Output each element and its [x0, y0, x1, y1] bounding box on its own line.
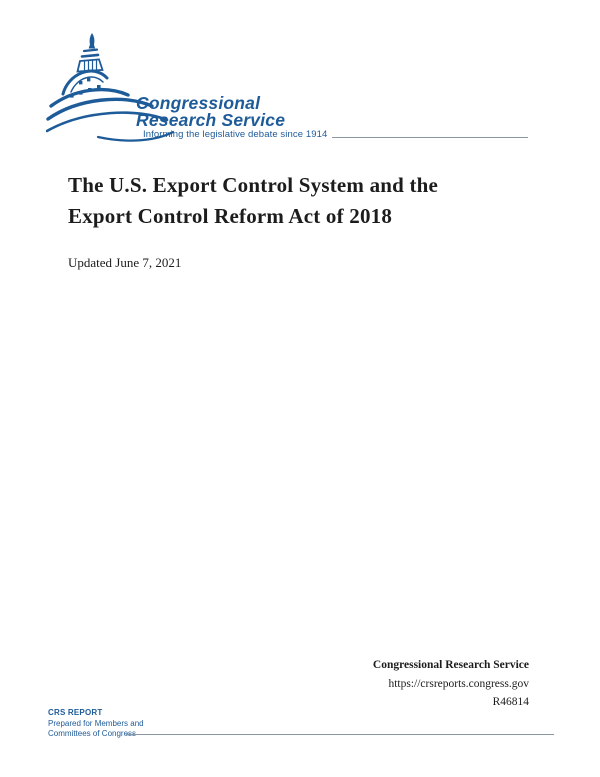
- footer-right-block: Congressional Research Service https://c…: [373, 656, 529, 712]
- crs-reports-url-link[interactable]: https://crsreports.congress.gov: [388, 677, 529, 690]
- footer-rule: [126, 734, 554, 735]
- footer-org-name: Congressional Research Service: [372, 659, 529, 671]
- updated-date: Updated June 7, 2021: [68, 255, 182, 270]
- report-title-line2: Export Control Reform Act of 2018: [68, 204, 393, 228]
- tagline-rule: [332, 137, 529, 138]
- prepared-for-line2: Committees of Congress: [48, 729, 137, 738]
- crs-report-label: CRS REPORT: [48, 708, 103, 717]
- prepared-for-line1: Prepared for Members and: [48, 718, 144, 728]
- logo-wordmark: Congressional Research Service: [136, 93, 286, 130]
- logo-tagline: Informing the legislative debate since 1…: [143, 129, 328, 140]
- capitol-dome-icon: [46, 33, 174, 142]
- report-title-line1: The U.S. Export Control System and the: [68, 173, 439, 197]
- logo-tagline-row: Informing the legislative debate since 1…: [143, 129, 529, 140]
- logo-name-line2: Research Service: [136, 110, 286, 130]
- footer-left-block: CRS REPORT Prepared for Members and Comm…: [48, 708, 144, 740]
- report-number: R46814: [492, 696, 529, 708]
- report-title: The U.S. Export Control System and the E…: [68, 170, 438, 232]
- logo-name-line1: Congressional: [136, 93, 261, 113]
